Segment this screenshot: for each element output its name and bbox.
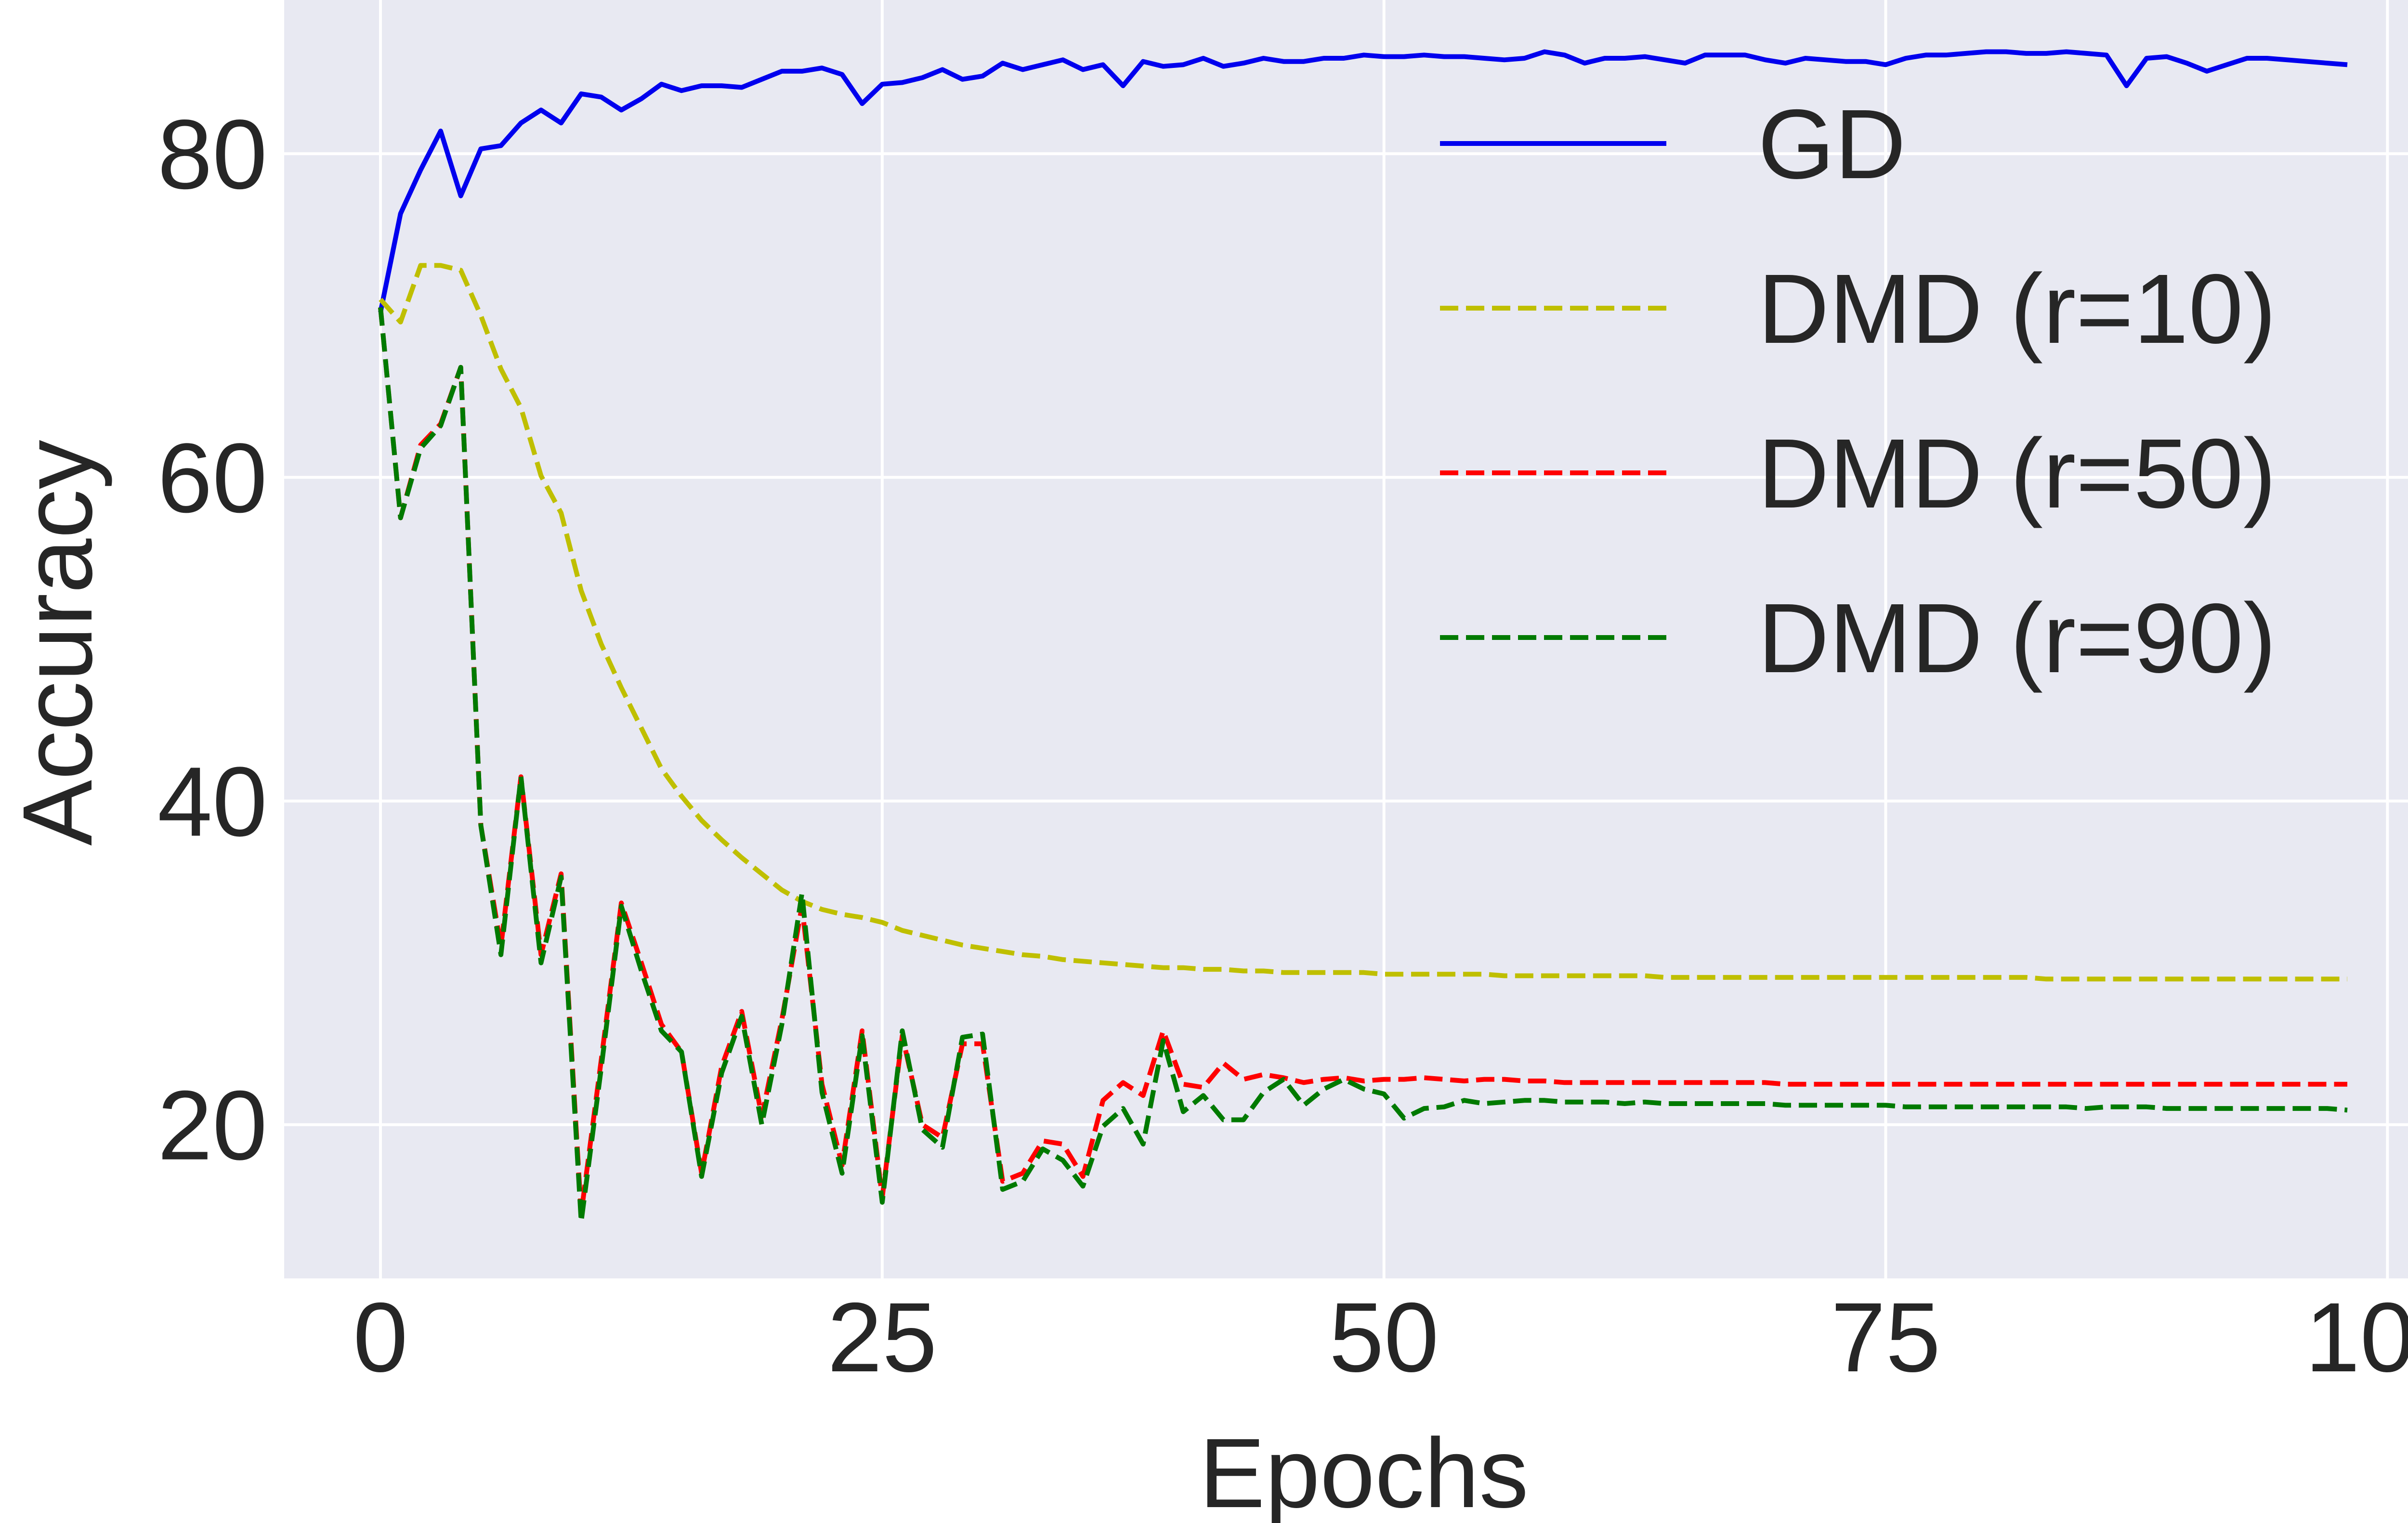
- tick-labels: 0 25 50 75 100 20 40 60 80: [157, 99, 2408, 1393]
- legend: GD DMD (r=10) DMD (r=50) DMD (r=90): [1440, 89, 2276, 693]
- x-axis-label: Epochs: [1199, 1418, 1529, 1523]
- legend-label-1: GD: [1758, 89, 1906, 199]
- series-lines: [378, 49, 2348, 1224]
- x-tick-label: 25: [827, 1282, 937, 1393]
- legend-label-4: DMD (r=90): [1758, 583, 2276, 693]
- y-axis-label: Accuracy: [2, 440, 113, 846]
- x-tick-label: 50: [1329, 1282, 1439, 1393]
- series-line-3: [378, 307, 2347, 1216]
- y-tick-label: 60: [157, 423, 267, 533]
- y-tick-label: 20: [157, 1070, 267, 1181]
- y-tick-label: 80: [157, 99, 267, 209]
- legend-label-3: DMD (r=50): [1758, 418, 2276, 529]
- series-line-2: [379, 263, 2347, 982]
- x-tick-label: 100: [2305, 1282, 2408, 1393]
- series-line-4: [378, 307, 2348, 1224]
- y-tick-label: 40: [157, 747, 267, 857]
- legend-label-2: DMD (r=10): [1758, 254, 2276, 364]
- plot-background: [284, 0, 2408, 1278]
- x-tick-label: 75: [1831, 1282, 1940, 1393]
- grid: [284, 0, 2408, 1278]
- series-line-1: [378, 49, 2348, 313]
- x-tick-label: 0: [353, 1282, 408, 1393]
